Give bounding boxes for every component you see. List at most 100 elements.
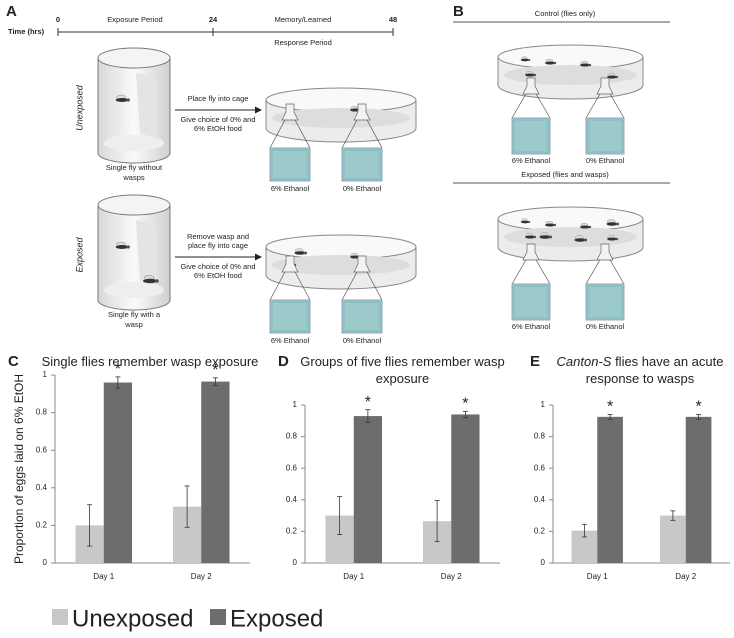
x-tick-label: Day 2 [191, 572, 212, 581]
legend-swatch [52, 609, 68, 625]
group-title: Control (flies only) [535, 9, 596, 18]
period-label: Response Period [274, 38, 332, 47]
food-texture [589, 287, 621, 317]
chart-title: Groups of five flies remember wasp expos… [300, 354, 505, 386]
x-tick-label: Day 1 [93, 572, 114, 581]
significance-label: * [365, 394, 371, 411]
fly [539, 232, 553, 239]
fly [607, 234, 619, 241]
dish-floor [272, 108, 410, 128]
legend-label: Unexposed [72, 605, 193, 632]
fly [545, 58, 557, 65]
y-tick-label: 0.6 [286, 463, 298, 472]
food-texture [515, 121, 547, 151]
fly-head [615, 75, 619, 79]
food-texture [589, 121, 621, 151]
fly [606, 219, 620, 226]
fly-body [525, 73, 535, 77]
period-label: Memory/Learned [275, 15, 332, 24]
fly-head [549, 235, 553, 239]
fly-head [616, 222, 620, 226]
vial-shade [136, 220, 158, 285]
chart-title-italic: Canton-S [556, 354, 612, 369]
vial-floor [104, 282, 164, 298]
fly [520, 56, 531, 62]
food-label: 6% Ethanol [271, 184, 310, 193]
y-tick-label: 0.4 [36, 483, 48, 492]
bottle [353, 255, 371, 273]
caption: 6% EtOH food [194, 271, 242, 280]
fly-body [115, 245, 129, 249]
x-tick-label: Day 1 [587, 572, 608, 581]
timeline-tick-label: 48 [389, 15, 397, 24]
significance-label: * [695, 399, 701, 416]
y-tick-label: 0.6 [36, 445, 48, 454]
condition-label: Exposed [74, 236, 84, 272]
fly [545, 220, 557, 227]
chart-title: flies have an acute response to wasps [585, 354, 724, 386]
food-texture [345, 303, 379, 330]
bar [685, 416, 712, 563]
dish-floor [504, 65, 637, 85]
significance-label: * [212, 362, 218, 379]
fly-body [350, 108, 360, 112]
y-tick-label: 0.2 [534, 527, 546, 536]
zoom-lines [269, 117, 311, 149]
bar [103, 382, 133, 563]
fly-body [294, 251, 306, 255]
group-title: Exposed (flies and wasps) [521, 170, 609, 179]
food-label: 0% Ethanol [586, 322, 625, 331]
fly [520, 218, 531, 224]
bar [201, 381, 230, 563]
fly [607, 72, 619, 79]
y-tick-label: 0.8 [286, 432, 298, 441]
dish-floor [504, 227, 637, 247]
bar [660, 515, 686, 563]
dish-floor [272, 255, 410, 275]
y-tick-label: 0 [293, 558, 298, 567]
zoom-lines [585, 257, 625, 285]
x-tick-label: Day 1 [343, 572, 364, 581]
fly [580, 222, 592, 229]
zoom-lines [341, 117, 383, 149]
vial-top [97, 194, 171, 216]
fly-head [304, 251, 308, 255]
food-texture [273, 151, 307, 178]
caption: Remove wasp and [187, 232, 249, 241]
caption: Single fly without [106, 163, 163, 172]
y-tick-label: 0 [541, 558, 546, 567]
caption: Place fly into cage [188, 94, 249, 103]
fly-body [520, 220, 530, 224]
y-tick-label: 1 [293, 400, 298, 409]
y-tick-label: 0.2 [286, 527, 298, 536]
food-texture [345, 151, 379, 178]
zoom-lines [511, 91, 551, 119]
chart-title: Canton-S flies have an acute response to… [545, 353, 734, 387]
fly [115, 94, 130, 102]
y-axis-label: Proportion of eggs laid on 6% EtOH [12, 374, 26, 564]
food-label: 0% Ethanol [343, 336, 382, 345]
caption: wasps [122, 173, 145, 182]
fly [294, 248, 308, 255]
bottle [281, 255, 299, 273]
zoom-lines [341, 269, 383, 301]
panel-label: A [6, 3, 17, 20]
zoom-lines [269, 269, 311, 301]
significance-label: * [607, 399, 613, 416]
fly-head [528, 220, 531, 224]
food-label: 6% Ethanol [271, 336, 310, 345]
food-label: 0% Ethanol [586, 156, 625, 165]
fly-head [615, 237, 619, 241]
fly-head [584, 238, 588, 242]
fly-head [588, 63, 592, 67]
fly-body [580, 63, 590, 67]
y-tick-label: 0.8 [534, 432, 546, 441]
legend-label: Exposed [230, 605, 323, 632]
significance-label: * [115, 361, 121, 378]
fly-head [588, 225, 592, 229]
fly-head [533, 235, 537, 239]
food-texture [273, 303, 307, 330]
y-tick-label: 0.4 [534, 495, 546, 504]
fly [525, 70, 537, 77]
